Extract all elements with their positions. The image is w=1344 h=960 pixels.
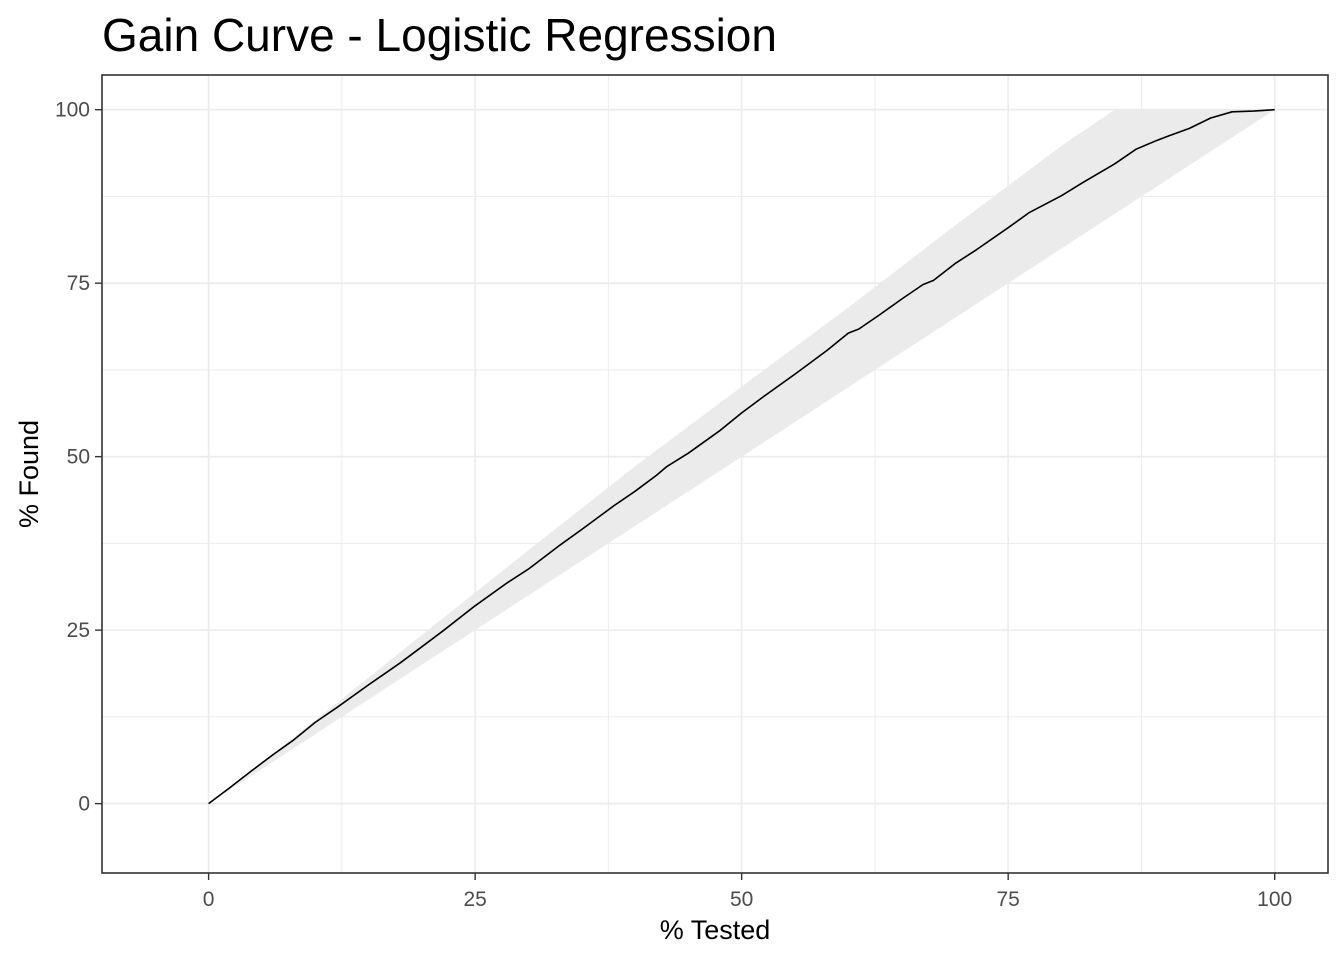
- chart-title: Gain Curve - Logistic Regression: [102, 9, 777, 61]
- y-tick-label: 0: [78, 793, 90, 816]
- x-tick-label: 50: [730, 888, 753, 911]
- y-axis-title: % Found: [14, 420, 44, 528]
- y-tick-label: 25: [67, 619, 90, 642]
- plot-area: 0 25 50 75 100 0 25 50 75 100: [55, 74, 1329, 911]
- panel-border: [101, 74, 1329, 874]
- x-tick-label: 100: [1257, 888, 1292, 911]
- x-axis-title: % Tested: [660, 915, 771, 945]
- x-tick-label: 25: [463, 888, 486, 911]
- gain-curve-line: [208, 108, 1275, 805]
- x-tick-label: 75: [996, 888, 1019, 911]
- confidence-band: [208, 109, 1275, 804]
- y-tick-label: 50: [67, 446, 90, 469]
- x-tick-label: 0: [203, 888, 215, 911]
- y-tick-label: 75: [67, 272, 90, 295]
- y-tick-label: 100: [55, 99, 90, 122]
